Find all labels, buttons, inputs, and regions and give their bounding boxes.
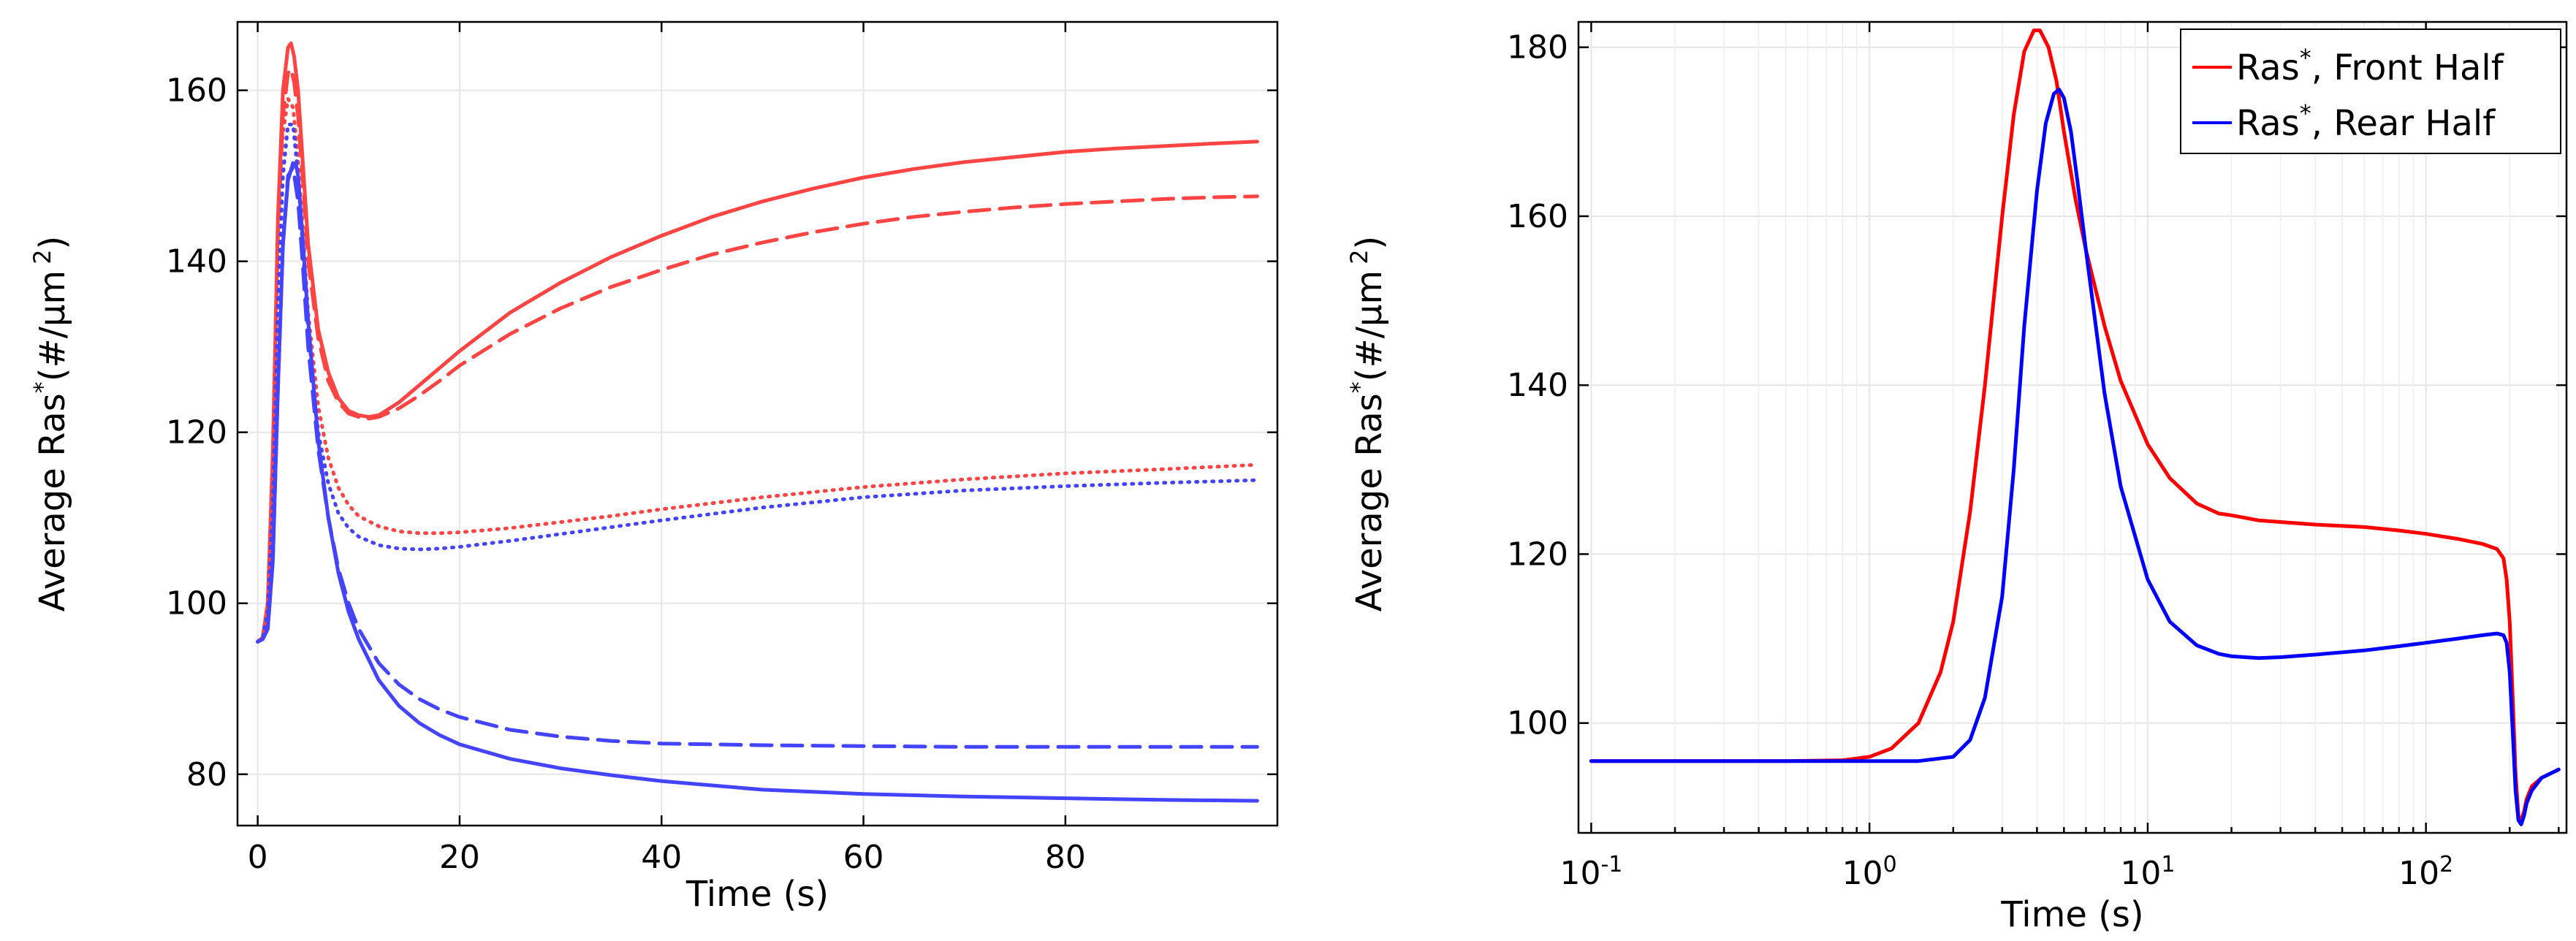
legend-label: Ras*, Rear Half bbox=[2236, 99, 2496, 144]
grid-minor bbox=[1674, 22, 2560, 833]
y-axis-label-close: ) bbox=[1349, 236, 1390, 250]
x-tick-label: 102 bbox=[2398, 852, 2453, 893]
legend-label-rest: , Front Half bbox=[2311, 47, 2504, 88]
y-axis-label-sup: * bbox=[1345, 381, 1373, 393]
legend-label-sup: * bbox=[2300, 99, 2311, 127]
y-tick-label: 100 bbox=[1507, 705, 1568, 742]
y-axis-label-sup: * bbox=[29, 381, 56, 393]
plot-frame bbox=[1577, 20, 2568, 834]
y-axis-label-close: ) bbox=[32, 236, 73, 250]
y-axis-label-main: Average Ras bbox=[32, 393, 73, 612]
y-tick-label: 140 bbox=[1507, 367, 1568, 404]
x-tick-label: 60 bbox=[843, 839, 884, 876]
x-tick-label: 20 bbox=[439, 839, 480, 876]
x-tick-label-base: 10 bbox=[1842, 855, 1883, 892]
x-tick-label: 101 bbox=[2120, 852, 2175, 893]
y-tick-label: 80 bbox=[186, 756, 227, 793]
series-line-red-solid bbox=[256, 41, 1259, 644]
series-line-blue-dashed bbox=[256, 165, 1259, 749]
x-tick-label-exponent: -1 bbox=[1600, 852, 1622, 877]
x-tick-label: 80 bbox=[1045, 839, 1086, 876]
y-tick-label: 160 bbox=[166, 72, 227, 110]
x-tick-label-exponent: 1 bbox=[2161, 852, 2175, 877]
chart-right-panel: 100 120 140 160 180 10-1 100 101 102 Time (s) Ras*… bbox=[1315, 0, 2576, 941]
legend-label: Ras*, Front Half bbox=[2236, 44, 2504, 88]
x-tick-label-base: 10 bbox=[1559, 855, 1600, 892]
series-line-blue-dotted bbox=[256, 122, 1259, 644]
y-axis-label-unit: (#/μm bbox=[32, 270, 73, 381]
y-axis-label-exp: 2 bbox=[1345, 249, 1373, 264]
series-line-ras-rear-half bbox=[1589, 88, 2561, 826]
legend-box bbox=[2180, 28, 2561, 154]
y-axis-label: Average Ras*(#/μm 2) bbox=[1345, 236, 1390, 612]
y-tick-label: 120 bbox=[166, 414, 227, 452]
x-tick-label-exponent: 2 bbox=[2439, 852, 2453, 877]
y-axis-label-main: Average Ras bbox=[1349, 393, 1390, 612]
y-tick-label: 100 bbox=[166, 585, 227, 622]
chart-left-panel: 80 100 120 140 160 0 20 40 60 80 Time (s) Average R… bbox=[29, 20, 1279, 915]
x-axis-label: Time (s) bbox=[2000, 894, 2143, 935]
y-tick-label: 120 bbox=[1507, 536, 1568, 573]
x-tick-label-exponent: 0 bbox=[1883, 852, 1897, 877]
y-axis-label-exp: 2 bbox=[29, 249, 56, 264]
grid bbox=[238, 22, 1277, 826]
x-tick-label: 100 bbox=[1842, 852, 1897, 893]
x-tick-label: 0 bbox=[248, 839, 268, 876]
legend-label-main: Ras bbox=[2236, 103, 2300, 144]
x-tick-label-base: 10 bbox=[2120, 855, 2161, 892]
y-axis-label-unit: (#/μm bbox=[1349, 270, 1390, 381]
x-tick-label-base: 10 bbox=[2398, 855, 2439, 892]
series-line-red-dashed bbox=[256, 66, 1259, 644]
x-tick-label: 10-1 bbox=[1559, 852, 1622, 893]
y-tick-label: 160 bbox=[1507, 198, 1568, 235]
series-line-blue-solid bbox=[256, 161, 1259, 803]
grid bbox=[1578, 22, 2566, 833]
legend-label-main: Ras bbox=[2236, 47, 2300, 88]
y-tick-label: 140 bbox=[166, 243, 227, 281]
x-axis-label: Time (s) bbox=[685, 874, 829, 915]
y-tick-label: 180 bbox=[1507, 29, 1568, 66]
x-tick-label: 40 bbox=[641, 839, 682, 876]
y-axis-label: Average Ras*(#/μm 2) bbox=[29, 236, 73, 612]
series-line-red-dotted bbox=[256, 96, 1259, 644]
legend-label-rest: , Rear Half bbox=[2311, 103, 2496, 144]
plot-frame bbox=[236, 20, 1279, 827]
legend-label-sup: * bbox=[2300, 44, 2311, 72]
chart-left: 80 100 120 140 160 0 20 40 60 80 Time (s) Average R… bbox=[29, 20, 1279, 915]
